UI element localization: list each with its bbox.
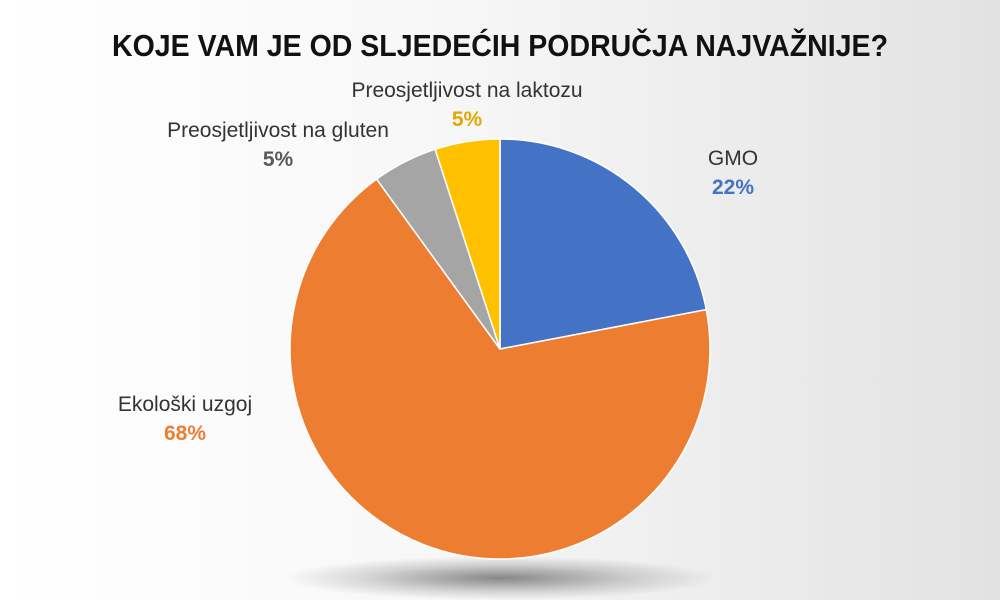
chart-title: KOJE VAM JE OD SLJEDEĆIH PODRUČJA NAJVAŽ… <box>112 28 888 63</box>
slice-label: Ekološki uzgoj <box>118 393 252 416</box>
slice-label: Preosjetljivost na gluten <box>167 119 389 142</box>
pie-shadow <box>285 556 715 600</box>
pie-slice-gmo <box>499 138 708 350</box>
slice-value-label: 68% <box>164 422 206 445</box>
pie-slice-ekolo-ki-uzgoj <box>289 178 711 560</box>
slice-value-label: 5% <box>263 148 294 171</box>
slice-label: GMO <box>708 147 758 170</box>
slice-label: Preosjetljivost na laktozu <box>351 79 582 102</box>
slice-value-label: 22% <box>712 176 754 199</box>
pie-slices <box>289 138 711 560</box>
pie-labels: GMO 22% Ekološki uzgoj 68% Preosjetljivost n… <box>118 79 758 445</box>
slice-value-label: 5% <box>452 108 483 131</box>
pie-slice-preosjetljivost-na-laktozu <box>434 138 501 350</box>
